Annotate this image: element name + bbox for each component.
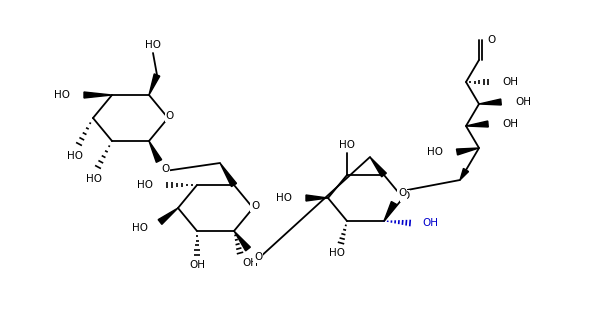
Text: OH: OH (502, 119, 518, 129)
Text: HO: HO (276, 193, 292, 203)
Polygon shape (466, 121, 488, 127)
Text: HO: HO (329, 248, 345, 258)
Text: O: O (401, 191, 409, 201)
Text: HO: HO (145, 40, 161, 50)
Text: OH: OH (422, 218, 438, 228)
Text: O: O (166, 111, 174, 121)
Polygon shape (370, 157, 386, 177)
Text: O: O (254, 252, 262, 262)
Text: HO: HO (137, 180, 153, 190)
Polygon shape (384, 201, 397, 221)
Text: O: O (487, 35, 495, 45)
Text: HO: HO (86, 174, 102, 184)
Text: OH: OH (189, 260, 205, 270)
Text: HO: HO (54, 90, 70, 100)
Text: O: O (251, 201, 259, 211)
Polygon shape (220, 163, 236, 187)
Polygon shape (149, 74, 160, 95)
Text: HO: HO (132, 223, 148, 233)
Polygon shape (456, 148, 479, 155)
Polygon shape (84, 92, 112, 98)
Text: OH: OH (242, 258, 258, 268)
Polygon shape (158, 208, 178, 224)
Text: HO: HO (67, 151, 83, 161)
Text: O: O (161, 164, 169, 174)
Polygon shape (460, 169, 468, 180)
Polygon shape (306, 195, 328, 201)
Text: OH: OH (502, 77, 518, 87)
Text: HO: HO (427, 147, 443, 157)
Text: O: O (398, 188, 406, 198)
Text: HO: HO (339, 140, 355, 150)
Polygon shape (479, 99, 501, 105)
Text: OH: OH (515, 97, 531, 107)
Polygon shape (149, 141, 161, 162)
Polygon shape (234, 231, 251, 251)
